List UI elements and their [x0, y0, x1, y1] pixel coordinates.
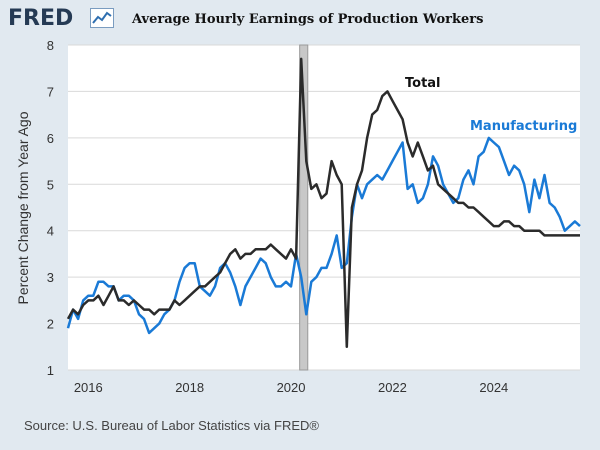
recession-band: [299, 44, 309, 371]
y-tick-label-6: 6: [47, 131, 54, 146]
y-tick-label-1: 1: [47, 363, 54, 378]
series-line-total: [66, 57, 580, 349]
y-axis-label: Percent Change from Year Ago: [15, 111, 31, 304]
x-tick-label-2018: 2018: [175, 380, 204, 395]
x-tick-label-2024: 2024: [479, 380, 508, 395]
x-tick-label-2016: 2016: [74, 380, 103, 395]
series-lines: [66, 57, 581, 349]
plot-area: [68, 45, 580, 370]
series-label-manufacturing: Manufacturing: [470, 119, 577, 134]
x-tick-labels: 2016 2018 2020 2022 2024: [74, 380, 508, 395]
trend-chart-icon: [90, 8, 114, 33]
chart-title: Average Hourly Earnings of Production Wo…: [132, 12, 484, 27]
x-tick-label-2022: 2022: [378, 380, 407, 395]
y-tick-label-2: 2: [47, 317, 54, 332]
recession-shading: [299, 44, 309, 371]
header: FRED Average Hourly Earnings of Producti…: [0, 0, 600, 40]
series-line-manufacturing: [66, 136, 581, 335]
y-tick-label-7: 7: [47, 84, 54, 99]
x-tick-label-2020: 2020: [277, 380, 306, 395]
source-note: Source: U.S. Bureau of Labor Statistics …: [24, 418, 319, 433]
gridlines: [68, 44, 580, 371]
y-tick-labels: 1 2 3 4 5 6 7 8: [47, 38, 54, 378]
fred-logo[interactable]: FRED: [8, 6, 74, 31]
y-tick-label-5: 5: [47, 177, 54, 192]
series-label-total: Total: [405, 76, 441, 91]
y-tick-label-4: 4: [47, 224, 54, 239]
y-tick-label-3: 3: [47, 270, 54, 285]
y-tick-label-8: 8: [47, 38, 54, 53]
